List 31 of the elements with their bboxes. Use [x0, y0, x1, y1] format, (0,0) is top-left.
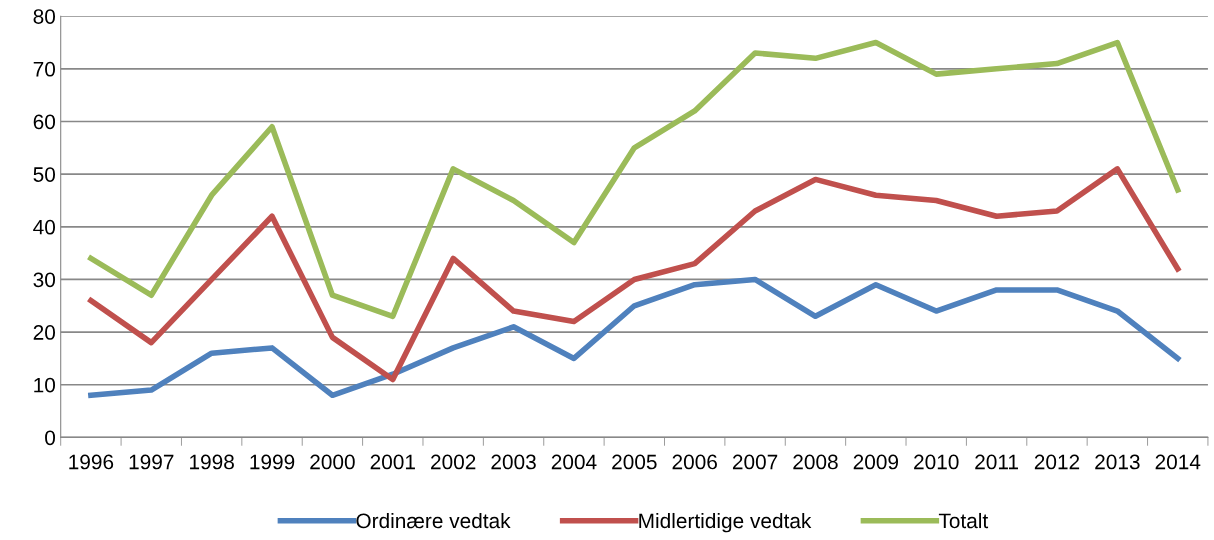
y-tick-label: 40	[33, 219, 56, 235]
y-tick-label: 80	[33, 9, 56, 24]
x-tick-label: 2013	[1095, 454, 1140, 470]
y-tick-label: 0	[45, 430, 56, 446]
y-tick-label: 10	[34, 377, 56, 393]
x-tick-label: 2002	[431, 454, 476, 470]
x-tick-label: 2000	[310, 454, 355, 470]
x-tick-label: 2014	[1155, 454, 1201, 470]
x-tick-label: 2003	[491, 454, 536, 470]
y-tick-label: 50	[33, 167, 56, 182]
y-tick-label: 30	[33, 272, 56, 288]
x-tick-label: 2004	[551, 454, 597, 470]
legend-label: Totalt	[938, 512, 989, 529]
y-tick-label: 60	[33, 114, 56, 130]
x-tick-label: 1996	[69, 454, 114, 470]
y-tick-label: 20	[33, 325, 56, 340]
x-tick-label: 2001	[370, 454, 415, 470]
x-tick-label: 2009	[853, 454, 899, 470]
x-tick-label: 2008	[793, 454, 838, 470]
x-tick-label: 2006	[672, 454, 717, 470]
x-tick-label: 1997	[129, 454, 174, 470]
x-tick-label: 1999	[250, 454, 295, 470]
x-tick-label: 2005	[612, 454, 657, 470]
x-tick-label: 2012	[1034, 454, 1080, 470]
x-tick-label: 1998	[190, 454, 234, 470]
x-tick-label: 2007	[732, 454, 778, 470]
legend-label: Ordinære vedtak	[356, 512, 511, 529]
y-tick-label: 70	[33, 61, 56, 77]
x-tick-label: 2010	[914, 454, 959, 470]
x-tick-label: 2011	[975, 454, 1018, 470]
legend-label: Midlertidige vedtak	[639, 512, 812, 533]
